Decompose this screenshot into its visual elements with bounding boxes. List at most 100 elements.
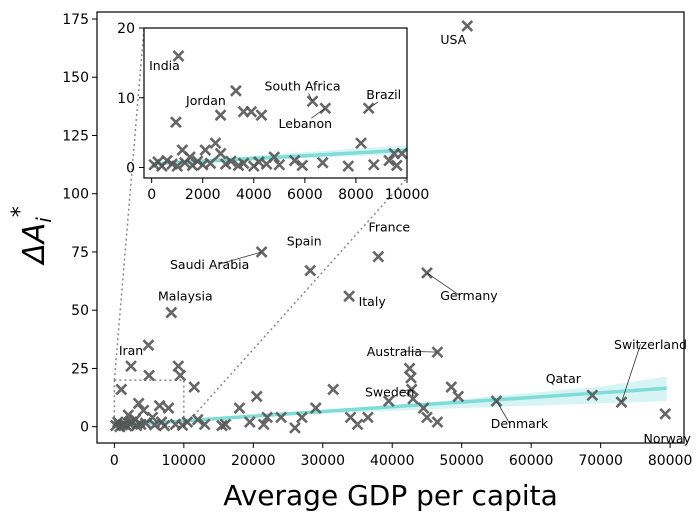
x-tick-label: 10000 — [162, 453, 207, 469]
data-point — [143, 369, 156, 382]
data-point — [261, 411, 274, 424]
inset-data-point — [342, 160, 355, 173]
data-point — [148, 418, 161, 431]
y-tick-label: 50 — [71, 303, 89, 319]
data-point — [139, 417, 152, 430]
inset-data-point — [224, 155, 237, 168]
label-norway: Norway — [644, 431, 692, 446]
data-point — [289, 421, 301, 434]
x-tick-label: 70000 — [578, 453, 623, 469]
point-spain — [304, 264, 317, 277]
main-plot-frame — [96, 11, 685, 444]
leader-australia — [404, 350, 438, 353]
inset-data-point — [255, 109, 268, 122]
inset-y-tick-label: 20 — [117, 21, 135, 37]
y-label-superscript: * — [8, 206, 33, 217]
data-point — [191, 413, 204, 426]
x-axis-label: Average GDP per capita — [223, 479, 558, 512]
inset-data-point — [199, 144, 212, 157]
label-usa: USA — [440, 32, 466, 47]
leader-denmark — [496, 400, 510, 424]
inset-data-point — [209, 137, 222, 150]
point-switzerland — [615, 396, 628, 409]
y-tick-label: 75 — [71, 245, 89, 261]
data-point — [309, 402, 322, 414]
inset-data-point — [296, 159, 309, 172]
data-point — [403, 362, 416, 375]
label-qatar: Qatar — [546, 371, 582, 386]
inset-data-point — [390, 159, 403, 172]
x-tick-label: 50000 — [439, 453, 484, 469]
data-point — [421, 411, 433, 424]
inset-x-tick-label: 2000 — [185, 187, 221, 203]
data-point — [417, 402, 430, 414]
data-point — [153, 399, 166, 412]
inset-data-point — [355, 137, 367, 150]
inset-data-point — [288, 154, 301, 167]
label-switzerland: Switzerland — [614, 337, 687, 352]
inset-data-point — [214, 109, 227, 122]
inset-point-jordan — [230, 84, 242, 97]
data-point — [158, 419, 171, 432]
inset-x-tick-label: 0 — [147, 187, 156, 203]
x-tick-label: 80000 — [648, 453, 693, 469]
point-france — [372, 250, 385, 263]
point-italy — [343, 290, 356, 303]
main-annotations: USA Saudi Arabia Malaysia France Germany Spai… — [119, 32, 692, 446]
point-australia — [431, 346, 444, 359]
leader-sweden — [399, 389, 412, 392]
data-point — [327, 383, 340, 396]
inset-data-point — [214, 147, 227, 160]
inset-x-tick-label: 6000 — [287, 187, 323, 203]
fit-line — [114, 386, 667, 428]
point-norway — [659, 407, 672, 420]
data-point — [362, 411, 374, 424]
x-tick-label: 30000 — [300, 453, 345, 469]
inset-leader-lebanon — [311, 107, 326, 119]
label-australia: Australia — [367, 344, 422, 359]
data-point — [233, 402, 246, 414]
data-point — [130, 419, 143, 432]
point-saudi-arabia — [255, 246, 268, 258]
data-point — [407, 392, 419, 405]
point-malaysia — [165, 306, 178, 319]
inset-data-point — [245, 105, 258, 118]
inset-data-point — [204, 157, 217, 170]
svg-text:ΔAi*: ΔAi* — [8, 206, 56, 266]
label-denmark: Denmark — [491, 416, 549, 431]
inset-data-point — [169, 116, 182, 129]
data-point — [445, 381, 458, 394]
point-iran — [125, 360, 137, 373]
main-ticks: 0 10000 20000 30000 40000 50000 60000 70000 8000… — [62, 12, 692, 469]
label-iran: Iran — [119, 343, 143, 358]
main-points — [109, 20, 672, 434]
point-usa — [461, 20, 474, 32]
data-point — [162, 402, 175, 414]
inset-data-point — [273, 158, 286, 171]
inset-y-tick-label: 10 — [117, 91, 135, 107]
confidence-band — [114, 376, 667, 426]
x-tick-label: 0 — [110, 453, 119, 469]
main-confidence-band — [114, 376, 667, 426]
data-point — [351, 418, 364, 431]
data-point — [243, 416, 256, 428]
inset-y-tick-label: 0 — [126, 161, 135, 177]
y-tick-label: 100 — [62, 187, 89, 203]
data-point — [188, 381, 201, 394]
main-axes — [96, 11, 685, 444]
inset-label-jordan: Jordan — [185, 93, 226, 108]
data-point — [296, 411, 308, 424]
inset-data-point — [367, 158, 380, 171]
y-axis-label: ΔAi* — [8, 206, 56, 266]
data-point — [142, 339, 155, 352]
y-label-subscript: i — [32, 217, 56, 223]
y-tick-label: 125 — [62, 128, 89, 144]
inset-x-tick-label: 10000 — [385, 187, 430, 203]
x-tick-label: 20000 — [231, 453, 276, 469]
data-point — [174, 369, 187, 382]
inset-label-south-africa: South Africa — [265, 78, 341, 93]
data-point — [172, 360, 185, 373]
x-tick-label: 60000 — [509, 453, 554, 469]
